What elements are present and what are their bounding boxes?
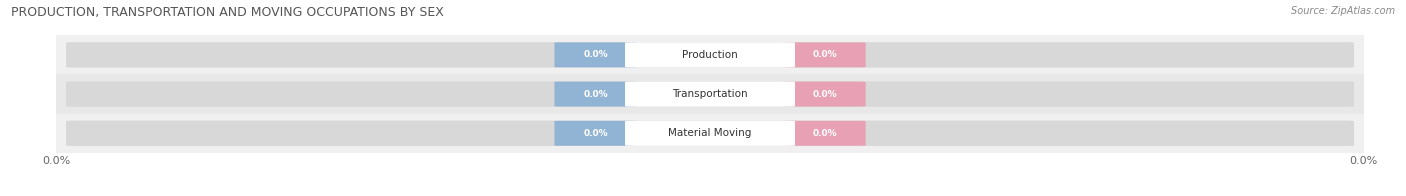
FancyBboxPatch shape <box>554 42 637 67</box>
FancyBboxPatch shape <box>783 82 866 107</box>
Text: 0.0%: 0.0% <box>583 50 607 59</box>
FancyBboxPatch shape <box>626 121 794 146</box>
FancyBboxPatch shape <box>626 82 794 107</box>
Text: 0.0%: 0.0% <box>813 50 837 59</box>
FancyBboxPatch shape <box>783 42 866 67</box>
FancyBboxPatch shape <box>66 121 1354 146</box>
FancyBboxPatch shape <box>554 82 637 107</box>
Bar <box>56 35 1364 74</box>
Text: 0.0%: 0.0% <box>813 90 837 99</box>
Text: PRODUCTION, TRANSPORTATION AND MOVING OCCUPATIONS BY SEX: PRODUCTION, TRANSPORTATION AND MOVING OC… <box>11 6 444 19</box>
FancyBboxPatch shape <box>554 121 637 146</box>
Bar <box>56 114 1364 153</box>
Text: 0.0%: 0.0% <box>583 129 607 138</box>
FancyBboxPatch shape <box>626 42 794 67</box>
FancyBboxPatch shape <box>783 121 866 146</box>
FancyBboxPatch shape <box>66 81 1354 107</box>
FancyBboxPatch shape <box>66 42 1354 68</box>
Text: Material Moving: Material Moving <box>668 128 752 138</box>
Bar <box>56 74 1364 114</box>
Text: 0.0%: 0.0% <box>813 129 837 138</box>
Text: Production: Production <box>682 50 738 60</box>
Text: Source: ZipAtlas.com: Source: ZipAtlas.com <box>1291 6 1395 16</box>
Text: Transportation: Transportation <box>672 89 748 99</box>
Text: 0.0%: 0.0% <box>583 90 607 99</box>
